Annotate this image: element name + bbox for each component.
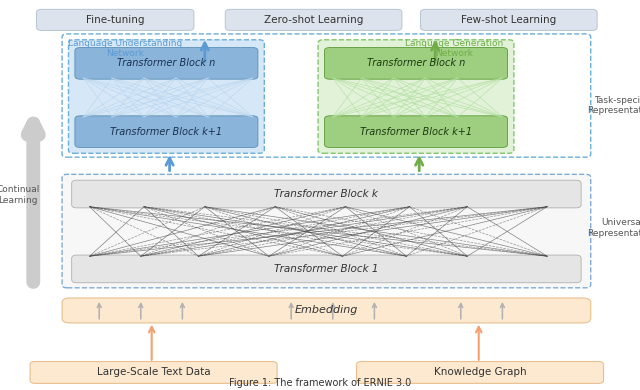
FancyBboxPatch shape (324, 48, 508, 79)
FancyBboxPatch shape (75, 116, 258, 147)
FancyBboxPatch shape (75, 48, 258, 79)
Text: Large-Scale Text Data: Large-Scale Text Data (97, 367, 211, 378)
Text: Language Understanding
Network: Language Understanding Network (68, 39, 182, 58)
FancyBboxPatch shape (62, 298, 591, 323)
FancyBboxPatch shape (324, 116, 508, 147)
Text: Knowledge Graph: Knowledge Graph (434, 367, 526, 378)
Text: Fine-tuning: Fine-tuning (86, 15, 145, 25)
Text: Few-shot Learning: Few-shot Learning (461, 15, 556, 25)
FancyBboxPatch shape (420, 9, 597, 30)
Text: Transformer Block 1: Transformer Block 1 (274, 264, 379, 274)
Text: Language Generation
Network: Language Generation Network (405, 39, 504, 58)
Text: Embedding: Embedding (294, 305, 358, 316)
Text: Transformer Block k+1: Transformer Block k+1 (110, 127, 223, 136)
Text: Figure 1: The framework of ERNIE 3.0: Figure 1: The framework of ERNIE 3.0 (229, 378, 411, 388)
Text: Transformer Block n: Transformer Block n (117, 58, 216, 68)
Text: Universal
Representation: Universal Representation (588, 218, 640, 238)
Text: Transformer Block n: Transformer Block n (367, 58, 465, 68)
FancyBboxPatch shape (30, 362, 277, 383)
Text: Task-specific
Representation: Task-specific Representation (588, 96, 640, 115)
FancyBboxPatch shape (68, 40, 264, 153)
FancyBboxPatch shape (72, 180, 581, 208)
Text: Transformer Block k: Transformer Block k (275, 189, 378, 199)
FancyBboxPatch shape (225, 9, 402, 30)
Text: Zero-shot Learning: Zero-shot Learning (264, 15, 364, 25)
FancyBboxPatch shape (72, 255, 581, 283)
FancyBboxPatch shape (318, 40, 514, 153)
FancyBboxPatch shape (356, 362, 604, 383)
FancyBboxPatch shape (36, 9, 194, 30)
Text: Continual
Learning: Continual Learning (0, 185, 40, 205)
Text: Transformer Block k+1: Transformer Block k+1 (360, 127, 472, 136)
FancyBboxPatch shape (62, 174, 591, 288)
